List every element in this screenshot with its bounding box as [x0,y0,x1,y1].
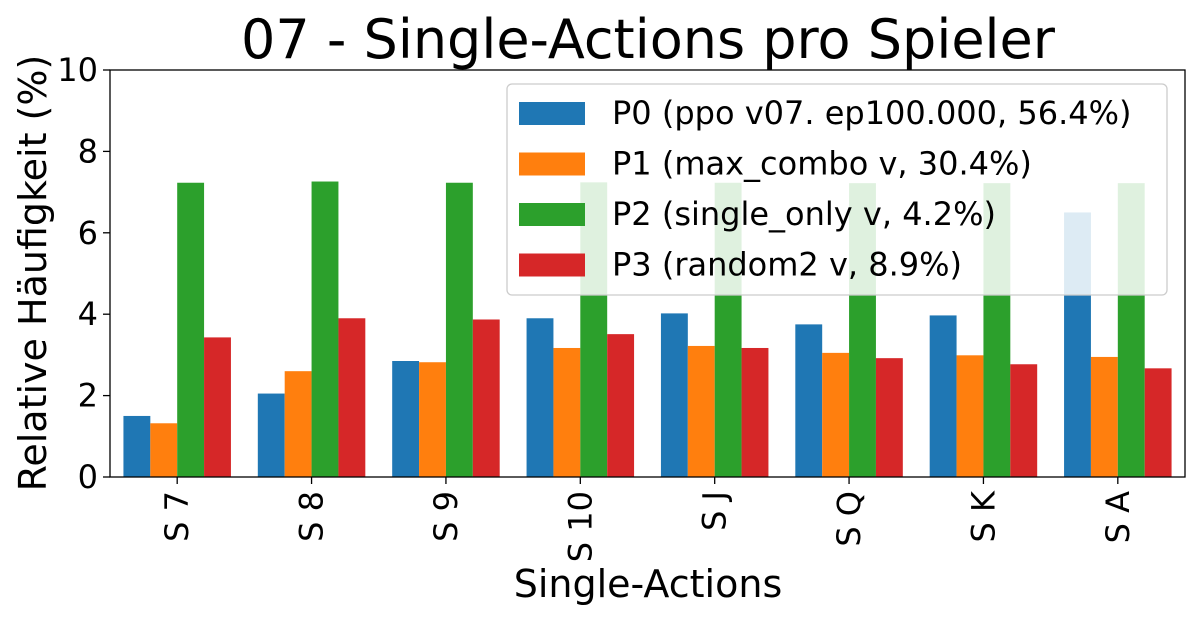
legend-swatch-p1 [519,152,585,176]
bar-p0-3 [526,318,554,477]
axes-layer: 0 2 4 6 8 10 S 7 S 8 S 9 S 10 S J S Q S K S A [57,51,1186,562]
legend-label-p2: P2 (single_only v, 4.2%) [612,195,996,233]
bar-p3-2 [472,319,500,477]
bar-p1-6 [956,355,984,477]
bar-p0-1 [257,393,285,477]
x-tick-label: S K [964,490,1002,542]
legend-label-p0: P0 (ppo v07. ep100.000, 56.4%) [612,94,1132,132]
x-tick-label: S Q [830,491,868,547]
bar-p1-2 [419,362,446,477]
legend-box [506,83,1168,296]
y-axis-label: Relative Häufigkeit (%) [11,55,55,492]
bar-p3-1 [338,318,366,477]
legend-swatch-p3 [519,253,585,277]
bar-p0-2 [392,361,420,477]
y-tick-label: 0 [78,458,98,496]
legend-label-p3: P3 (random2 v, 8.9%) [612,246,962,284]
y-tick-label: 6 [78,214,98,252]
bar-p3-5 [875,358,903,477]
bar-p0-0 [123,415,151,477]
bar-p2-1 [311,181,339,477]
bar-p2-2 [445,182,473,478]
bar-p3-4 [741,347,769,477]
x-tick-label: S 7 [158,491,196,542]
legend-swatch-p2 [519,203,585,226]
y-tick-label: 2 [78,377,98,415]
bar-p0-5 [795,324,823,478]
bar-p2-0 [177,182,205,478]
x-tick-label: S 9 [427,491,465,542]
y-tick-label: 10 [57,51,98,89]
legend: P0 (ppo v07. ep100.000, 56.4%) P1 (max_co… [506,83,1168,296]
bar-p1-5 [822,352,850,477]
bar-p3-7 [1144,368,1172,477]
bar-p1-0 [150,423,178,477]
bar-p0-6 [929,315,957,477]
y-tick-label: 4 [78,295,98,333]
bar-p3-0 [204,337,231,477]
x-tick-label: S 10 [561,491,599,562]
x-axis-label: Single-Actions [514,562,783,606]
legend-label-p1: P1 (max_combo v, 30.4%) [612,145,1032,183]
x-tick-label: S 8 [293,491,331,542]
x-tick-label: S J [696,491,734,531]
bar-p0-4 [660,313,688,477]
bar-p3-6 [1010,364,1038,477]
bar-p1-7 [1090,356,1118,477]
bar-p1-4 [687,345,715,477]
bar-p1-3 [553,347,581,477]
bar-p3-3 [607,334,635,477]
legend-swatch-p0 [519,102,585,125]
plot-frame [109,69,1186,478]
chart-title: 07 - Single-Actions pro Spieler [241,8,1056,71]
y-tick-label: 8 [78,132,98,170]
x-tick-label: S A [1099,491,1137,543]
bar-p1-1 [284,371,312,477]
